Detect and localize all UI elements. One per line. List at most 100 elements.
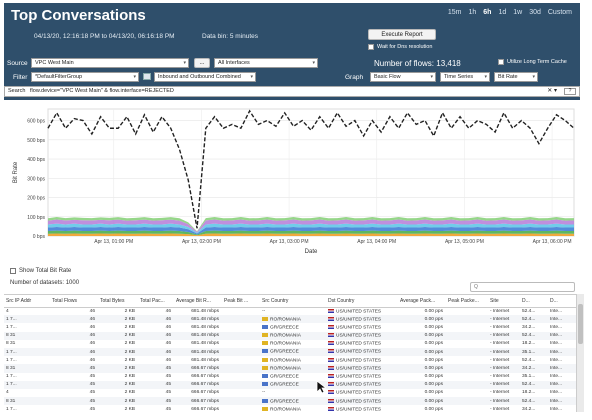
tab-1w[interactable]: 1w bbox=[513, 9, 523, 16]
romania-flag-icon bbox=[262, 357, 268, 362]
execute-report-button[interactable]: Execute Report bbox=[368, 29, 436, 40]
cell-value: -- bbox=[262, 390, 266, 396]
cell-value: - Internet bbox=[490, 333, 510, 339]
cell-value: - Internet bbox=[490, 398, 510, 404]
table-filter-input[interactable]: Q bbox=[470, 282, 575, 292]
long-term-cache-checkbox[interactable] bbox=[498, 59, 504, 65]
table-row[interactable]: 4 45 2 KB 45 666.67 mbps -- US/UNITED STATES 0.… bbox=[4, 389, 576, 397]
table-cell: Inte... bbox=[548, 323, 576, 331]
table-cell: 2 KB bbox=[98, 389, 138, 397]
table-cell: 18.2... bbox=[520, 340, 548, 348]
column-header[interactable]: Dst Country bbox=[326, 295, 398, 308]
table-row[interactable]: 1 7... 46 2 KB 46 681.48 mbps GR/GREECE US/UNI… bbox=[4, 323, 576, 331]
wait-dns-checkbox[interactable] bbox=[368, 44, 374, 50]
cell-value: 681.48 mbps bbox=[191, 341, 219, 347]
table-cell: - Internet bbox=[488, 315, 520, 324]
table-row[interactable]: 1 7... 46 2 KB 46 681.48 mbps RO/ROMANIA US/UN… bbox=[4, 356, 576, 364]
tab-1h[interactable]: 1h bbox=[468, 9, 477, 16]
cell-value: RO/ROMANIA bbox=[270, 316, 301, 322]
tab-6h[interactable]: 6h bbox=[483, 9, 492, 16]
filter-edit-icon[interactable] bbox=[143, 73, 151, 80]
cell-value: Inte... bbox=[550, 349, 562, 355]
table-row[interactable]: 1 7... 46 2 KB 46 681.48 mbps GR/GREECE US/UNI… bbox=[4, 347, 576, 357]
table-cell: GR/GREECE bbox=[260, 373, 326, 381]
cell-value: 681.48 mbps bbox=[191, 349, 219, 355]
table-cell: 0.00 pps bbox=[398, 389, 446, 397]
table-cell: 1 7... bbox=[4, 315, 50, 324]
tab-30d[interactable]: 30d bbox=[529, 9, 541, 16]
table-cell: 35.1... bbox=[520, 373, 548, 381]
search-clear-icon[interactable]: ✕ ▾ bbox=[547, 87, 557, 96]
table-cell: 2 KB bbox=[98, 315, 138, 324]
search-label: Search bbox=[8, 88, 26, 94]
table-cell: 2 KB bbox=[98, 356, 138, 364]
romania-flag-icon bbox=[262, 365, 268, 370]
scrollbar-thumb[interactable] bbox=[578, 304, 583, 344]
table-row[interactable]: 4 46 2 KB 46 681.48 mbps -- US/UNITED STATES 0.… bbox=[4, 307, 576, 315]
direction-select[interactable]: Inbound and Outbound Combined ▾ bbox=[154, 72, 256, 82]
column-header[interactable]: Total Flows bbox=[50, 295, 98, 308]
cell-value: 45 bbox=[89, 365, 95, 371]
column-header[interactable]: Src IP Addr bbox=[4, 295, 50, 308]
metric-select[interactable]: Bit Rate ▾ bbox=[494, 72, 538, 82]
column-header[interactable]: D... bbox=[548, 295, 576, 308]
chevron-down-icon: ▾ bbox=[484, 74, 487, 80]
cell-value: 45 bbox=[89, 374, 95, 380]
table-cell: 45 bbox=[50, 389, 98, 397]
cell-value: 46 bbox=[165, 324, 171, 330]
table-cell: 46 bbox=[50, 340, 98, 348]
table-cell: GR/GREECE bbox=[260, 397, 326, 406]
table-row[interactable]: 1 7... 46 2 KB 46 681.48 mbps RO/ROMANIA US/UN… bbox=[4, 315, 576, 324]
us-flag-icon bbox=[328, 316, 334, 321]
cell-value: 8 31 bbox=[6, 341, 16, 347]
column-header[interactable]: Peak Packe... bbox=[446, 295, 488, 308]
cell-value: GR/GREECE bbox=[270, 398, 299, 404]
tab-1d[interactable]: 1d bbox=[498, 9, 507, 16]
table-row[interactable]: 8 31 46 2 KB 46 681.48 mbps RO/ROMANIA US/UNIT… bbox=[4, 331, 576, 340]
interfaces-select[interactable]: All Interfaces ▾ bbox=[214, 58, 318, 68]
table-row[interactable]: 1 7... 45 2 KB 45 666.67 mbps GR/GREECE US/UNI… bbox=[4, 373, 576, 381]
graph-type-select[interactable]: Basic Flow ▾ bbox=[370, 72, 436, 82]
table-cell: 681.48 mbps bbox=[174, 331, 222, 340]
table-row[interactable]: 1 7... 45 2 KB 45 666.67 mbps GR/GREECE US/UNI… bbox=[4, 380, 576, 389]
cell-value: RO/ROMANIA bbox=[270, 333, 301, 339]
column-header[interactable]: D... bbox=[520, 295, 548, 308]
column-header[interactable]: Total Pac... bbox=[138, 295, 174, 308]
column-header[interactable]: Average Pack... bbox=[398, 295, 446, 308]
table-row[interactable]: 8 31 46 2 KB 46 681.48 mbps RO/ROMANIA US/UNIT… bbox=[4, 340, 576, 348]
column-header[interactable]: Average Bit R... bbox=[174, 295, 222, 308]
us-flag-icon bbox=[328, 390, 334, 395]
table-cell: 1 7... bbox=[4, 380, 50, 389]
filter-select[interactable]: *DefaultFilterGroup ▾ bbox=[31, 72, 139, 82]
cell-value: 666.67 mbps bbox=[191, 365, 219, 371]
tab-15m[interactable]: 15m bbox=[447, 9, 462, 16]
y-tick-label: 300 bps bbox=[27, 176, 45, 182]
table-scrollbar[interactable] bbox=[576, 294, 584, 412]
cell-value: 18.2... bbox=[522, 341, 536, 347]
table-cell: 666.67 mbps bbox=[174, 405, 222, 412]
table-cell bbox=[446, 331, 488, 340]
cell-value: - Internet bbox=[490, 308, 510, 314]
column-header[interactable]: Site bbox=[488, 295, 520, 308]
series-select[interactable]: Time Series ▾ bbox=[440, 72, 490, 82]
table-row[interactable]: 1 7... 45 2 KB 45 666.67 mbps RO/ROMANIA US/UN… bbox=[4, 405, 576, 412]
column-header[interactable]: Src Country bbox=[260, 295, 326, 308]
table-cell: - Internet bbox=[488, 373, 520, 381]
search-bar[interactable]: Search flow.device="VPC West Main" & flo… bbox=[4, 86, 580, 97]
mouse-pointer-icon bbox=[316, 380, 326, 394]
search-help-button[interactable]: ? bbox=[564, 88, 576, 95]
column-header[interactable]: Peak Bit ... bbox=[222, 295, 260, 308]
cell-value: 34.2... bbox=[522, 324, 536, 330]
table-row[interactable]: 8 31 45 2 KB 45 666.67 mbps GR/GREECE US/UNITE… bbox=[4, 397, 576, 406]
source-more-button[interactable]: ... bbox=[194, 58, 210, 68]
source-select[interactable]: VPC West Main ▾ bbox=[31, 58, 189, 68]
search-query[interactable]: flow.device="VPC West Main" & flow.inter… bbox=[30, 88, 174, 94]
show-total-checkbox[interactable] bbox=[10, 268, 16, 274]
cell-value: 2 KB bbox=[124, 398, 135, 404]
column-header[interactable]: Total Bytes bbox=[98, 295, 138, 308]
tab-custom[interactable]: Custom bbox=[547, 9, 572, 16]
table-cell: 681.48 mbps bbox=[174, 356, 222, 364]
cell-value: - Internet bbox=[490, 357, 510, 363]
table-row[interactable]: 8 31 45 2 KB 45 666.67 mbps RO/ROMANIA US/UNIT… bbox=[4, 364, 576, 373]
conversations-table: Src IP Addr Total Flows Total Bytes Total P… bbox=[4, 294, 576, 412]
